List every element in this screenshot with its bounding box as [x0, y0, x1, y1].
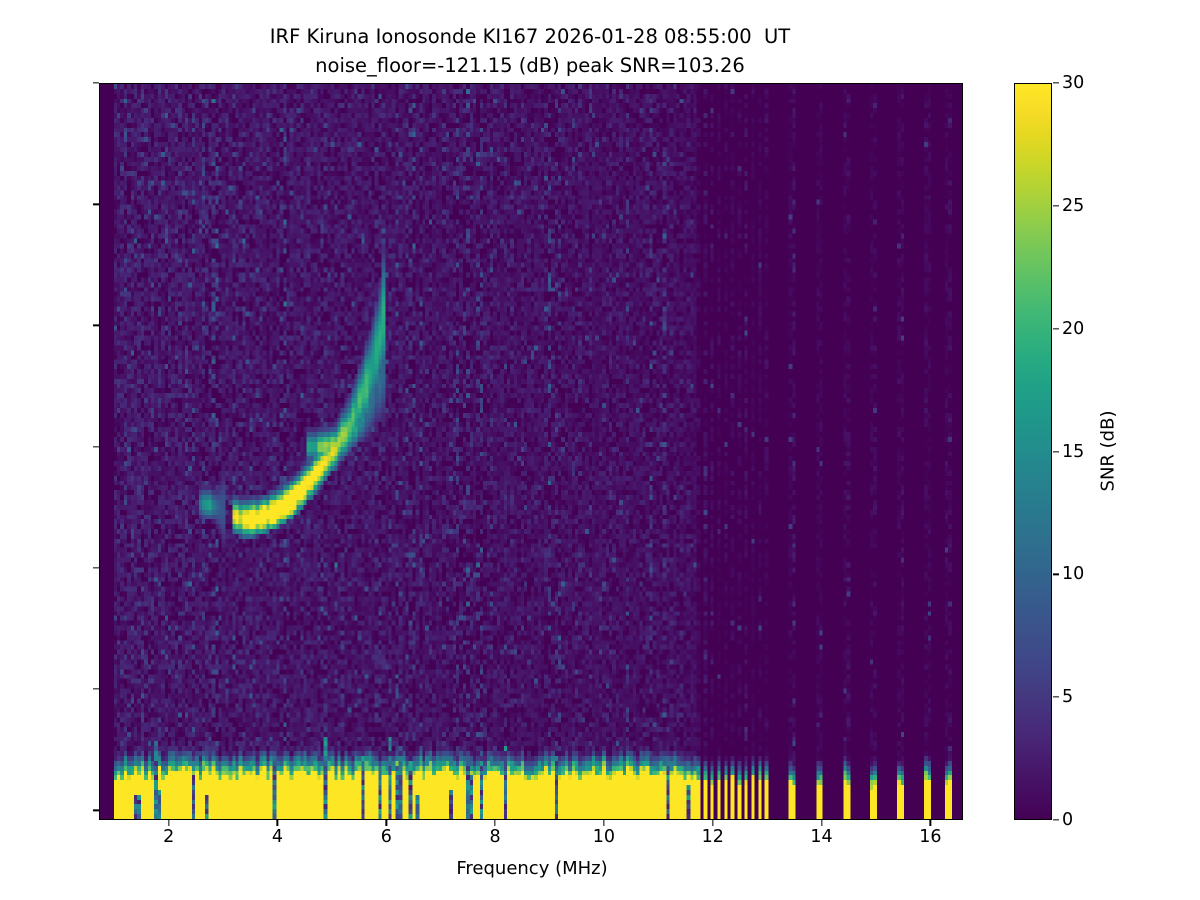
x-tick-label: 2 [163, 827, 175, 847]
colorbar-tick-label: 30 [1062, 73, 1085, 93]
y-tick-mark [93, 324, 99, 327]
colorbar-tick-mark [1053, 819, 1059, 821]
figure-title: IRF Kiruna Ionosonde KI167 2026-01-28 08… [269, 25, 791, 77]
x-tick-label: 14 [810, 827, 833, 847]
x-tick-label: 4 [271, 827, 284, 847]
x-tick-mark [494, 820, 496, 826]
y-tick-mark [93, 567, 99, 569]
colorbar-tick-mark [1053, 450, 1059, 453]
y-tick-mark [93, 809, 99, 811]
x-tick-mark [167, 820, 170, 826]
colorbar-tick-label: 0 [1062, 810, 1074, 830]
colorbar-tick-mark [1053, 82, 1059, 84]
colorbar-gradient [1015, 84, 1051, 819]
x-tick-label: 6 [380, 827, 392, 847]
colorbar [1014, 83, 1052, 820]
y-tick-mark [93, 82, 99, 84]
colorbar-tick-label: 20 [1062, 318, 1085, 339]
x-tick-mark [712, 820, 714, 826]
colorbar-tick-label: 10 [1062, 564, 1085, 585]
x-tick-label: 12 [701, 827, 724, 847]
x-tick-mark [276, 820, 279, 826]
x-tick-mark [603, 820, 605, 826]
colorbar-tick-mark [1053, 205, 1059, 207]
x-tick-mark [929, 820, 931, 826]
x-tick-mark [820, 820, 823, 826]
colorbar-label: SNR (dB) [1097, 410, 1119, 492]
colorbar-tick-mark [1053, 573, 1059, 575]
colorbar-tick-label: 5 [1062, 687, 1074, 708]
x-tick-label: 10 [592, 827, 616, 847]
colorbar-tick-label: 25 [1062, 195, 1085, 216]
colorbar-tick-label: 15 [1062, 441, 1085, 462]
x-tick-label: 16 [919, 827, 942, 847]
y-tick-mark [93, 688, 99, 690]
x-tick-mark [385, 820, 387, 826]
colorbar-tick-mark [1053, 328, 1059, 330]
ionogram-axes [99, 83, 963, 820]
y-tick-mark [93, 445, 99, 448]
colorbar-tick-mark [1053, 696, 1059, 698]
ionogram-heatmap [100, 84, 962, 819]
x-tick-label: 8 [489, 827, 501, 847]
x-axis-label: Frequency (MHz) [456, 858, 608, 879]
y-tick-mark [93, 203, 99, 205]
